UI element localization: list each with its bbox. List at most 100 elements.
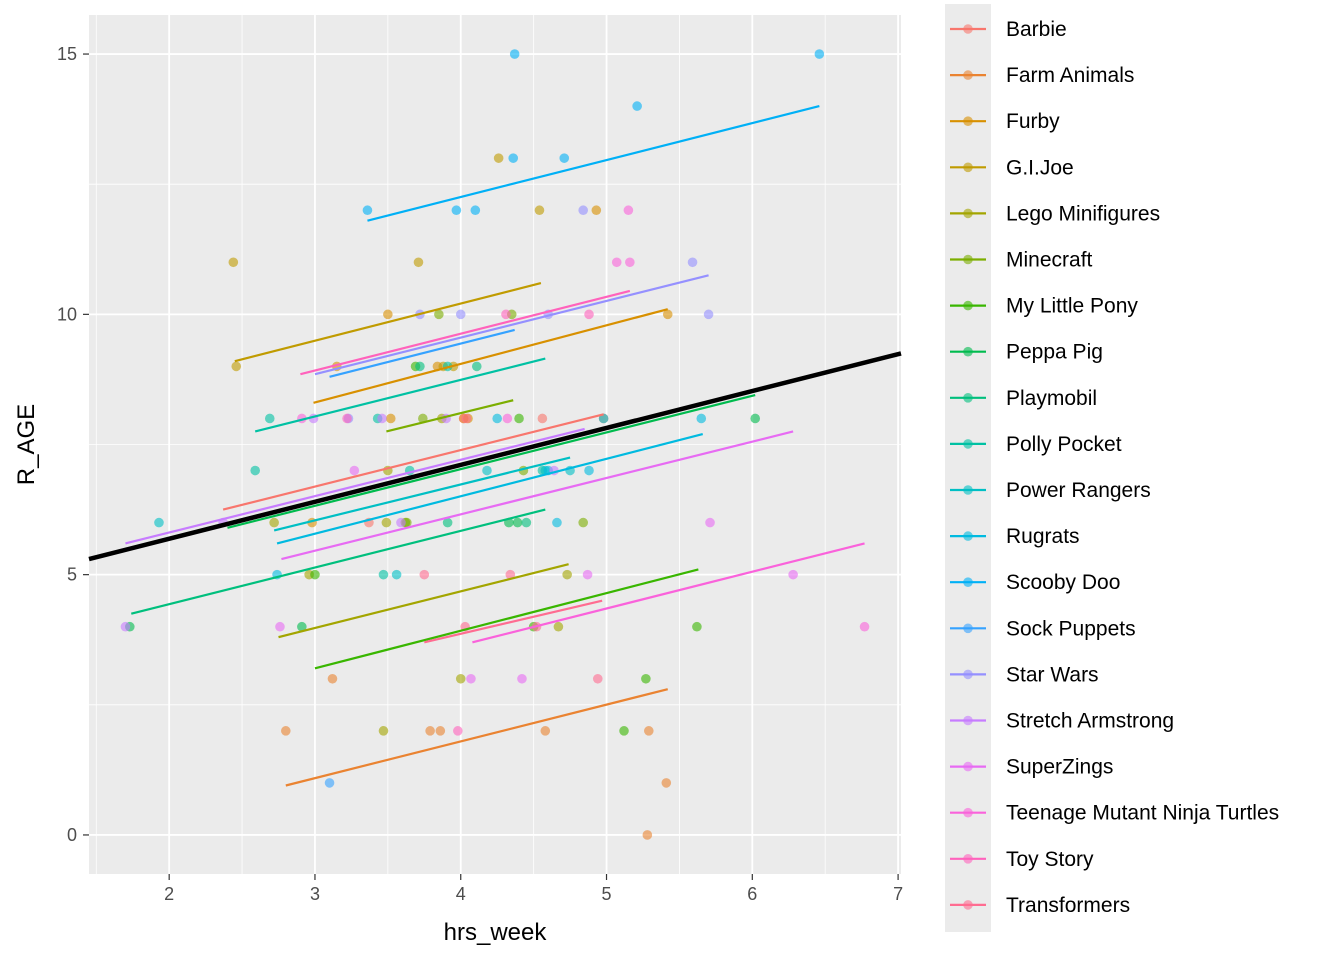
series-fit-line bbox=[222, 413, 604, 511]
data-point bbox=[461, 413, 472, 424]
data-point bbox=[623, 205, 634, 216]
legend-item: Barbie bbox=[950, 18, 1067, 41]
legend-item: My Little Pony bbox=[950, 295, 1138, 318]
x-tick-label: 7 bbox=[893, 884, 903, 904]
data-point bbox=[625, 257, 635, 268]
overall-fit-line bbox=[88, 351, 902, 562]
data-point bbox=[425, 726, 435, 736]
y-axis: 0 5 10 15 bbox=[57, 44, 89, 845]
legend-key-point bbox=[963, 485, 973, 495]
data-point bbox=[705, 517, 715, 528]
overall-fit-line bbox=[88, 351, 902, 562]
data-point bbox=[592, 673, 603, 684]
legend-key-point bbox=[963, 346, 973, 357]
data-point bbox=[559, 153, 570, 163]
x-tick-label: 3 bbox=[310, 884, 320, 904]
data-point bbox=[611, 257, 622, 268]
data-point bbox=[455, 673, 466, 684]
legend-item: Minecraft bbox=[950, 249, 1093, 272]
data-point bbox=[521, 517, 532, 528]
data-point bbox=[692, 621, 702, 632]
series-fit-line bbox=[276, 433, 704, 545]
data-point bbox=[582, 569, 593, 580]
data-point bbox=[275, 621, 285, 632]
legend-label: Star Wars bbox=[1006, 663, 1099, 686]
legend-key-point bbox=[963, 761, 973, 772]
series-fit-line bbox=[472, 542, 865, 644]
series-fit-line bbox=[367, 105, 820, 222]
data-point bbox=[591, 205, 602, 216]
data-point bbox=[378, 569, 389, 580]
legend-label: Sock Puppets bbox=[1006, 617, 1136, 640]
x-tick-label: 4 bbox=[456, 884, 466, 904]
legend-key-point bbox=[963, 70, 973, 80]
legend-item: Transformers bbox=[950, 894, 1130, 917]
data-point bbox=[492, 413, 502, 424]
data-point bbox=[228, 257, 239, 268]
series-fit-line bbox=[281, 430, 794, 561]
data-point bbox=[466, 673, 476, 684]
data-point bbox=[501, 309, 511, 320]
x-axis-title: hrs_week bbox=[444, 919, 548, 946]
legend-item: Rugrats bbox=[950, 525, 1080, 548]
series-fit-line bbox=[300, 289, 631, 376]
data-point bbox=[562, 569, 572, 580]
data-point bbox=[419, 569, 430, 580]
legend-label: Stretch Armstrong bbox=[1006, 710, 1174, 733]
legend-key-point bbox=[963, 807, 973, 818]
legend-label: G.I.Joe bbox=[1006, 156, 1074, 179]
series-fit-line bbox=[125, 427, 585, 545]
legend-label: Barbie bbox=[1006, 18, 1067, 41]
data-point bbox=[643, 726, 654, 736]
data-point bbox=[493, 153, 504, 163]
data-point bbox=[451, 205, 462, 216]
data-point bbox=[584, 309, 594, 320]
data-point bbox=[502, 413, 513, 424]
data-point bbox=[578, 205, 588, 216]
data-points bbox=[120, 49, 870, 840]
legend-item: Scooby Doo bbox=[950, 571, 1120, 594]
y-tick-label: 10 bbox=[57, 304, 77, 324]
legend-key-point bbox=[963, 208, 973, 219]
legend-key-point bbox=[963, 439, 973, 449]
series-fit-line bbox=[234, 282, 542, 363]
data-point bbox=[537, 413, 548, 424]
data-point bbox=[703, 309, 714, 320]
data-point bbox=[578, 517, 588, 528]
legend-label: Playmobil bbox=[1006, 387, 1097, 410]
legend-key-background bbox=[945, 4, 991, 932]
series-fit-lines bbox=[125, 105, 865, 787]
legend-item: Peppa Pig bbox=[950, 341, 1103, 364]
y-tick-label: 5 bbox=[67, 565, 77, 585]
legend-key-point bbox=[963, 531, 973, 541]
legend-item: Lego Minifigures bbox=[950, 202, 1160, 225]
y-axis-title: R_AGE bbox=[13, 404, 40, 485]
series-fit-line bbox=[227, 393, 756, 529]
legend-key-point bbox=[963, 669, 973, 680]
data-point bbox=[297, 621, 307, 632]
legend-key-point bbox=[963, 254, 973, 265]
data-point bbox=[385, 413, 396, 424]
data-point bbox=[471, 361, 482, 372]
series-fit-line bbox=[314, 568, 699, 670]
legend-key-point bbox=[963, 623, 973, 634]
legend-label: Minecraft bbox=[1006, 249, 1093, 272]
x-tick-label: 2 bbox=[164, 884, 174, 904]
data-point bbox=[324, 778, 335, 788]
data-point bbox=[391, 569, 402, 580]
data-point bbox=[687, 257, 698, 268]
data-point bbox=[362, 205, 373, 216]
data-point bbox=[434, 309, 444, 320]
data-point bbox=[641, 673, 651, 684]
data-point bbox=[120, 621, 131, 632]
legend-key-point bbox=[963, 900, 973, 910]
data-point bbox=[514, 413, 524, 424]
data-point bbox=[413, 257, 424, 268]
data-point bbox=[442, 517, 453, 528]
legend-label: Rugrats bbox=[1006, 525, 1080, 548]
legend-key-point bbox=[963, 393, 973, 403]
data-point bbox=[415, 361, 425, 372]
legend-label: My Little Pony bbox=[1006, 295, 1138, 318]
legend-item: Teenage Mutant Ninja Turtles bbox=[950, 802, 1279, 825]
